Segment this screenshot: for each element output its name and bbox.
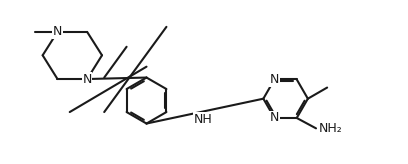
Text: N: N	[270, 73, 279, 86]
Text: N: N	[82, 72, 92, 86]
Text: NH: NH	[194, 113, 213, 126]
Text: N: N	[53, 25, 62, 38]
Text: N: N	[270, 112, 279, 124]
Text: NH₂: NH₂	[319, 122, 343, 135]
